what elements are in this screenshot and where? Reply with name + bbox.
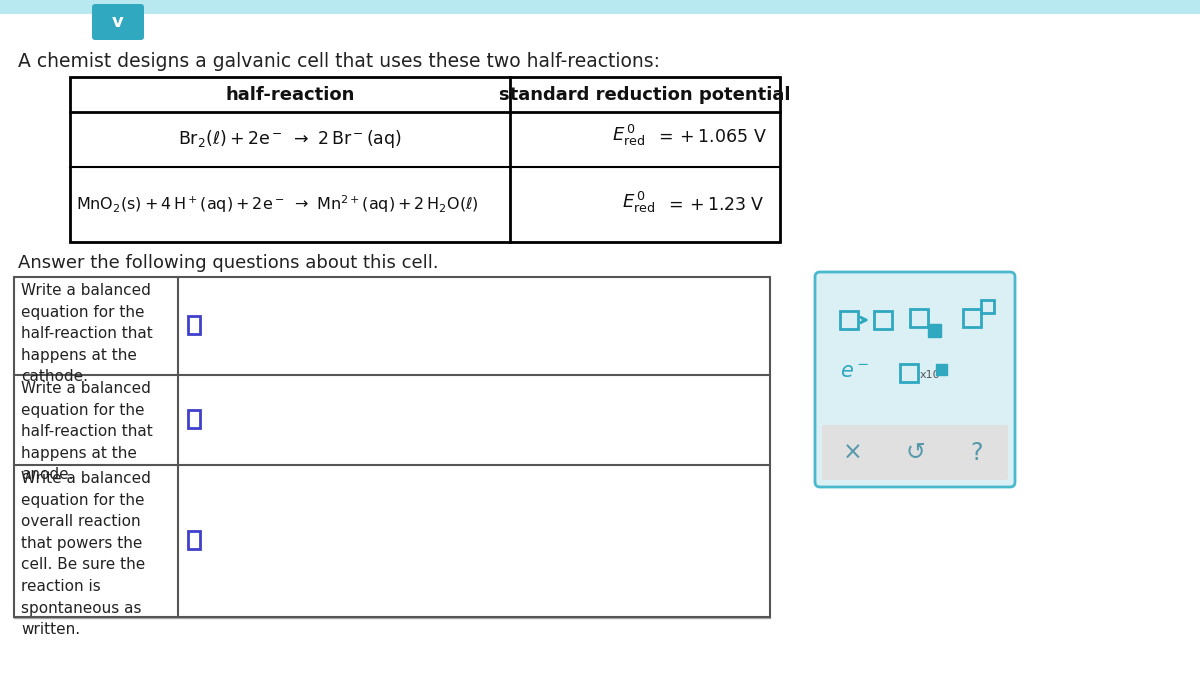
Bar: [928, 324, 941, 337]
Bar: [840, 311, 858, 329]
Bar: [188, 531, 200, 549]
Bar: [936, 364, 947, 375]
Text: ↺: ↺: [905, 441, 925, 464]
Text: $\mathregular{Br_2(\ell)+2e^-\ \rightarrow\ 2\,Br^-(aq)}$: $\mathregular{Br_2(\ell)+2e^-\ \rightarr…: [178, 128, 402, 151]
FancyBboxPatch shape: [815, 272, 1015, 487]
Bar: [188, 410, 200, 428]
Text: Write a balanced
equation for the
half-reaction that
happens at the
cathode.: Write a balanced equation for the half-r…: [22, 283, 152, 385]
Text: Answer the following questions about this cell.: Answer the following questions about thi…: [18, 254, 439, 272]
Text: A chemist designs a galvanic cell that uses these two half-reactions:: A chemist designs a galvanic cell that u…: [18, 52, 660, 71]
Bar: [188, 316, 200, 334]
Text: ?: ?: [971, 441, 983, 464]
Text: $E^{\,0}_{\mathrm{red}}$: $E^{\,0}_{\mathrm{red}}$: [612, 123, 646, 148]
Text: $=+1.23\ \mathrm{V}$: $=+1.23\ \mathrm{V}$: [665, 196, 764, 213]
Bar: [964, 309, 982, 327]
Text: $E^{\,0}_{\mathrm{red}}$: $E^{\,0}_{\mathrm{red}}$: [622, 190, 655, 215]
Text: v: v: [112, 13, 124, 31]
Text: standard reduction potential: standard reduction potential: [499, 85, 791, 104]
Bar: [874, 311, 892, 329]
Text: half-reaction: half-reaction: [226, 85, 355, 104]
Text: $e^-$: $e^-$: [840, 362, 870, 382]
Text: Write a balanced
equation for the
overall reaction
that powers the
cell. Be sure: Write a balanced equation for the overal…: [22, 471, 151, 637]
Bar: [982, 300, 994, 313]
Bar: [14, 277, 770, 617]
Text: $=+1.065\ \mathrm{V}$: $=+1.065\ \mathrm{V}$: [655, 128, 767, 147]
Bar: [910, 309, 928, 327]
Text: x10: x10: [920, 370, 941, 380]
Text: $\mathregular{MnO_2(s)+4\,H^+(aq)+2e^-\ \rightarrow\ Mn^{2+}(aq)+2\,H_2O(\ell)}$: $\mathregular{MnO_2(s)+4\,H^+(aq)+2e^-\ …: [76, 194, 479, 216]
Text: ×: ×: [844, 441, 863, 464]
FancyBboxPatch shape: [822, 425, 1008, 480]
Bar: [900, 364, 918, 382]
Text: Write a balanced
equation for the
half-reaction that
happens at the
anode.: Write a balanced equation for the half-r…: [22, 381, 152, 482]
Bar: [70, 77, 780, 242]
Bar: [0, 0, 1200, 14]
FancyBboxPatch shape: [92, 4, 144, 40]
